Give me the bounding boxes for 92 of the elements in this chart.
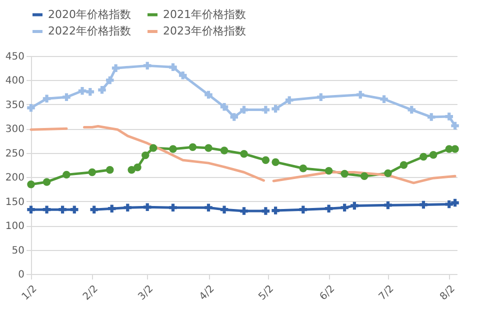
point — [420, 152, 428, 161]
point — [340, 204, 348, 212]
point — [299, 164, 308, 172]
point — [408, 106, 416, 114]
point — [204, 90, 212, 99]
point — [134, 164, 142, 172]
point — [128, 166, 136, 174]
point — [262, 207, 270, 215]
point — [356, 90, 364, 99]
point — [230, 113, 238, 121]
point — [149, 144, 158, 152]
point — [98, 86, 106, 94]
point — [445, 112, 453, 120]
point — [143, 203, 152, 212]
y-tick-label: 250 — [5, 148, 24, 160]
point — [384, 169, 392, 178]
legend-label: 2020年价格指数 — [48, 8, 131, 21]
point — [204, 144, 212, 152]
point — [169, 204, 177, 212]
point — [240, 106, 248, 114]
point — [27, 206, 35, 214]
point — [240, 207, 248, 215]
point — [106, 166, 114, 174]
y-tick-label: 150 — [5, 196, 24, 208]
point — [86, 88, 94, 96]
point — [324, 204, 333, 212]
point — [272, 104, 280, 113]
point — [70, 206, 78, 214]
point — [204, 204, 212, 212]
point — [324, 166, 333, 175]
point — [285, 96, 294, 104]
point — [106, 76, 114, 84]
point — [58, 206, 66, 214]
point — [220, 146, 228, 154]
y-tick-label: 300 — [5, 124, 24, 136]
point — [317, 93, 325, 102]
point — [27, 180, 35, 188]
point — [451, 198, 459, 207]
point — [429, 150, 438, 159]
point — [262, 106, 270, 114]
x-tick-label: 6/2 — [318, 284, 338, 303]
point — [220, 206, 228, 214]
point — [188, 143, 197, 151]
x-tick-label: 8/2 — [438, 284, 458, 303]
x-tick-label: 3/2 — [136, 284, 156, 303]
point — [124, 204, 132, 212]
legend-label: 2022年价格指数 — [48, 24, 131, 38]
point — [220, 102, 228, 111]
point — [400, 161, 408, 169]
y-tick-label: 400 — [5, 76, 24, 87]
y-tick-label: 450 — [5, 52, 24, 62]
point — [42, 94, 51, 103]
point — [169, 145, 177, 153]
point — [451, 145, 459, 153]
point — [240, 150, 248, 158]
legend-label: 2021年价格指数 — [163, 8, 246, 21]
y-tick-label: 100 — [5, 221, 24, 232]
point — [420, 200, 428, 209]
point — [143, 62, 152, 70]
point — [262, 156, 270, 164]
x-tick-label: 1/2 — [20, 284, 40, 303]
point — [62, 93, 70, 102]
point — [90, 206, 98, 214]
point — [169, 63, 177, 72]
point — [42, 178, 51, 186]
x-tick-label: 7/2 — [377, 284, 396, 303]
point — [78, 87, 86, 95]
point — [340, 170, 348, 178]
point — [384, 201, 392, 210]
point — [350, 202, 358, 210]
point — [88, 168, 96, 176]
point — [142, 151, 150, 160]
point — [112, 64, 120, 72]
y-tick-label: 50 — [12, 245, 24, 256]
x-tick-label: 2/2 — [81, 284, 100, 303]
y-tick-label: 350 — [5, 100, 24, 111]
x-tick-label: 5/2 — [256, 284, 276, 303]
point — [380, 95, 388, 103]
point — [108, 204, 116, 212]
point — [62, 170, 70, 179]
point — [272, 206, 280, 214]
legend-label: 2023年价格指数 — [163, 24, 246, 38]
point — [299, 206, 308, 214]
point — [451, 122, 459, 130]
point — [427, 113, 436, 121]
x-tick-label: 4/2 — [198, 284, 217, 303]
y-tick-label: 0 — [18, 270, 24, 280]
y-tick-label: 200 — [5, 172, 24, 184]
point — [360, 172, 368, 180]
point — [42, 206, 51, 214]
point — [178, 72, 187, 80]
point — [272, 158, 280, 166]
